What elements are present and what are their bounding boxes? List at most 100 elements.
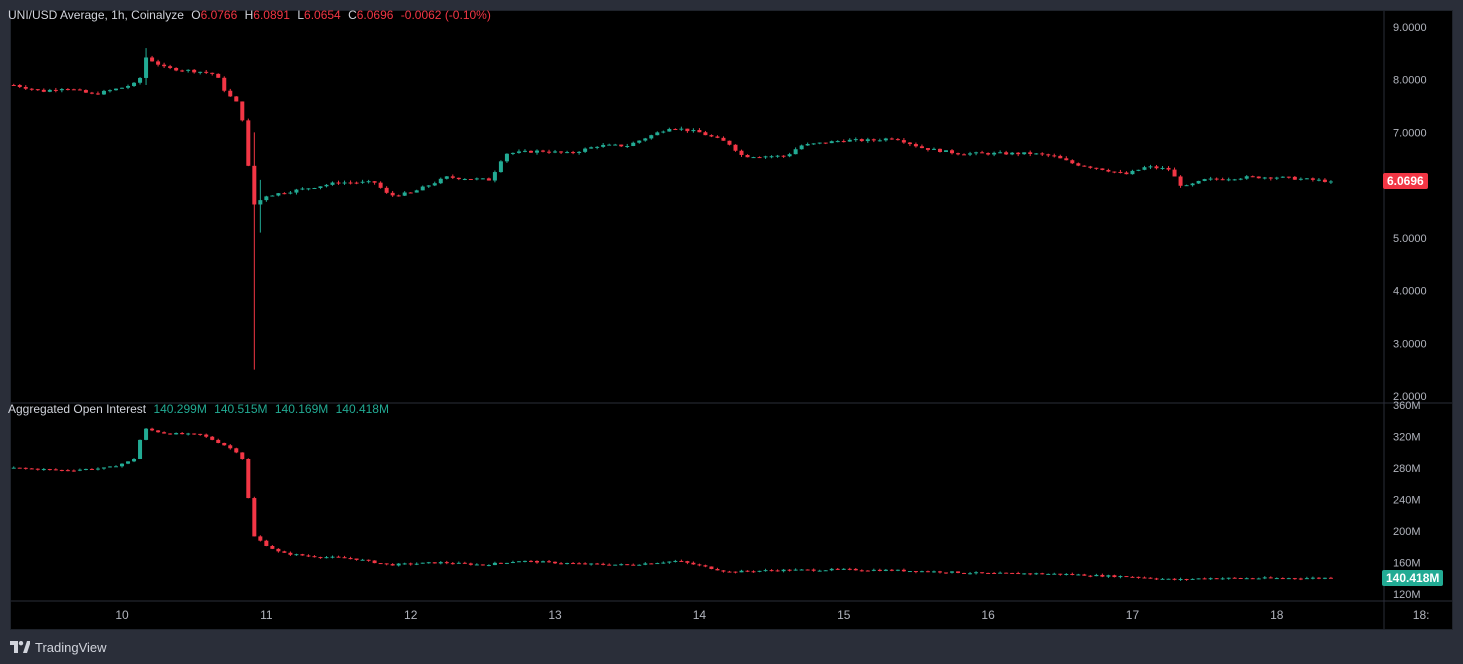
price-candle — [859, 139, 864, 142]
price-candle — [956, 153, 961, 155]
price-candle — [1328, 181, 1333, 183]
price-candle — [384, 187, 389, 193]
oi-candle — [71, 470, 76, 472]
oi-candle — [811, 569, 816, 571]
price-tick-label: 2.0000 — [1393, 391, 1427, 403]
price-candle — [1202, 179, 1207, 181]
oi-low-value: 140.169M — [274, 402, 329, 416]
oi-candle — [516, 561, 521, 563]
oi-candle — [528, 560, 533, 562]
oi-candle — [625, 564, 630, 566]
price-candle — [1040, 153, 1045, 155]
oi-candle — [65, 470, 70, 472]
oi-candle — [1076, 574, 1081, 576]
oi-candle — [547, 561, 552, 563]
oi-candle — [1040, 573, 1045, 575]
oi-candle — [162, 432, 167, 434]
open-interest-axis[interactable]: 360M 320M 280M 240M 200M 160M 120M — [1393, 400, 1421, 601]
oi-candle — [348, 558, 353, 560]
price-candle — [1208, 178, 1213, 180]
price-tick-label: 7.0000 — [1393, 127, 1427, 139]
price-candle — [396, 195, 401, 197]
price-candle — [1016, 152, 1021, 155]
open-interest-candles — [11, 427, 1333, 581]
price-candle — [913, 144, 918, 147]
time-axis[interactable]: 10 11 12 13 14 15 16 17 18 18: — [115, 608, 1429, 622]
price-candle — [204, 71, 209, 73]
price-candle — [1172, 169, 1177, 177]
price-candle — [23, 86, 28, 89]
oi-candle — [210, 436, 215, 440]
oi-candle — [1100, 574, 1105, 577]
oi-candle — [895, 569, 900, 571]
oi-candle — [1064, 573, 1069, 575]
oi-candle — [17, 467, 22, 469]
price-candle — [318, 186, 323, 188]
price-candle — [126, 86, 131, 88]
oi-candle — [721, 570, 726, 572]
price-candle — [420, 186, 425, 191]
price-candle — [1298, 178, 1303, 180]
oi-tick-label: 200M — [1393, 526, 1421, 538]
oi-candle — [354, 558, 359, 560]
oi-candle — [727, 571, 732, 573]
oi-candle — [577, 563, 582, 565]
price-candle — [258, 200, 263, 205]
oi-candle — [1022, 573, 1027, 575]
oi-candle — [1268, 577, 1273, 579]
price-candle — [312, 187, 317, 189]
oi-candle — [396, 563, 401, 566]
price-candle — [468, 178, 473, 180]
oi-candle — [589, 563, 594, 565]
oi-candle — [426, 562, 431, 564]
oi-candle — [1052, 573, 1057, 575]
open-interest-title: Aggregated Open Interest — [8, 402, 147, 416]
time-tick-label: 12 — [404, 608, 418, 622]
oi-candle — [829, 568, 834, 571]
price-candle — [456, 177, 461, 180]
oi-candle — [1184, 579, 1189, 581]
oi-candle — [89, 468, 94, 470]
price-candle — [1130, 170, 1135, 175]
oi-candle — [378, 563, 383, 565]
price-candle — [853, 139, 858, 141]
price-candle — [360, 181, 365, 183]
price-candle — [703, 132, 708, 136]
price-candle — [444, 176, 449, 179]
ohlc-values: O6.0766 H6.0891 L6.0654 C6.0696 -0.0062 … — [191, 8, 495, 22]
oi-candle — [234, 448, 239, 453]
price-candle — [1280, 176, 1285, 178]
price-candle — [180, 70, 185, 72]
oi-candle — [962, 572, 967, 574]
price-candle — [1064, 158, 1069, 161]
price-candle — [637, 140, 642, 143]
oi-candle — [282, 551, 287, 553]
price-candle — [156, 61, 161, 65]
oi-candle — [324, 557, 329, 559]
oi-candle — [775, 570, 780, 572]
price-candle — [11, 84, 16, 86]
oi-candle — [59, 469, 64, 471]
oi-candle — [1082, 574, 1087, 576]
price-candle — [1304, 178, 1309, 180]
oi-candle — [998, 572, 1003, 574]
high-label: H — [244, 8, 254, 22]
price-axis[interactable]: 9.00008.00007.00006.00005.00004.00003.00… — [1393, 22, 1427, 403]
oi-candle — [144, 428, 149, 440]
oi-candle — [799, 569, 804, 571]
tradingview-logo[interactable]: TradingView — [10, 638, 107, 656]
oi-candle — [504, 562, 509, 564]
oi-candle — [925, 571, 930, 573]
last-open-interest-label: 140.418M — [1382, 569, 1444, 586]
price-candle — [535, 150, 540, 153]
oi-candle — [342, 557, 347, 559]
oi-high-value: 140.515M — [214, 402, 268, 416]
open-interest-legend: Aggregated Open Interest 140.299M 140.51… — [8, 402, 393, 416]
price-candle — [402, 192, 407, 196]
oi-candle — [468, 563, 473, 565]
price-candle — [516, 151, 521, 153]
oi-candle — [553, 561, 558, 564]
oi-candle — [360, 559, 365, 561]
price-candles — [11, 48, 1333, 370]
